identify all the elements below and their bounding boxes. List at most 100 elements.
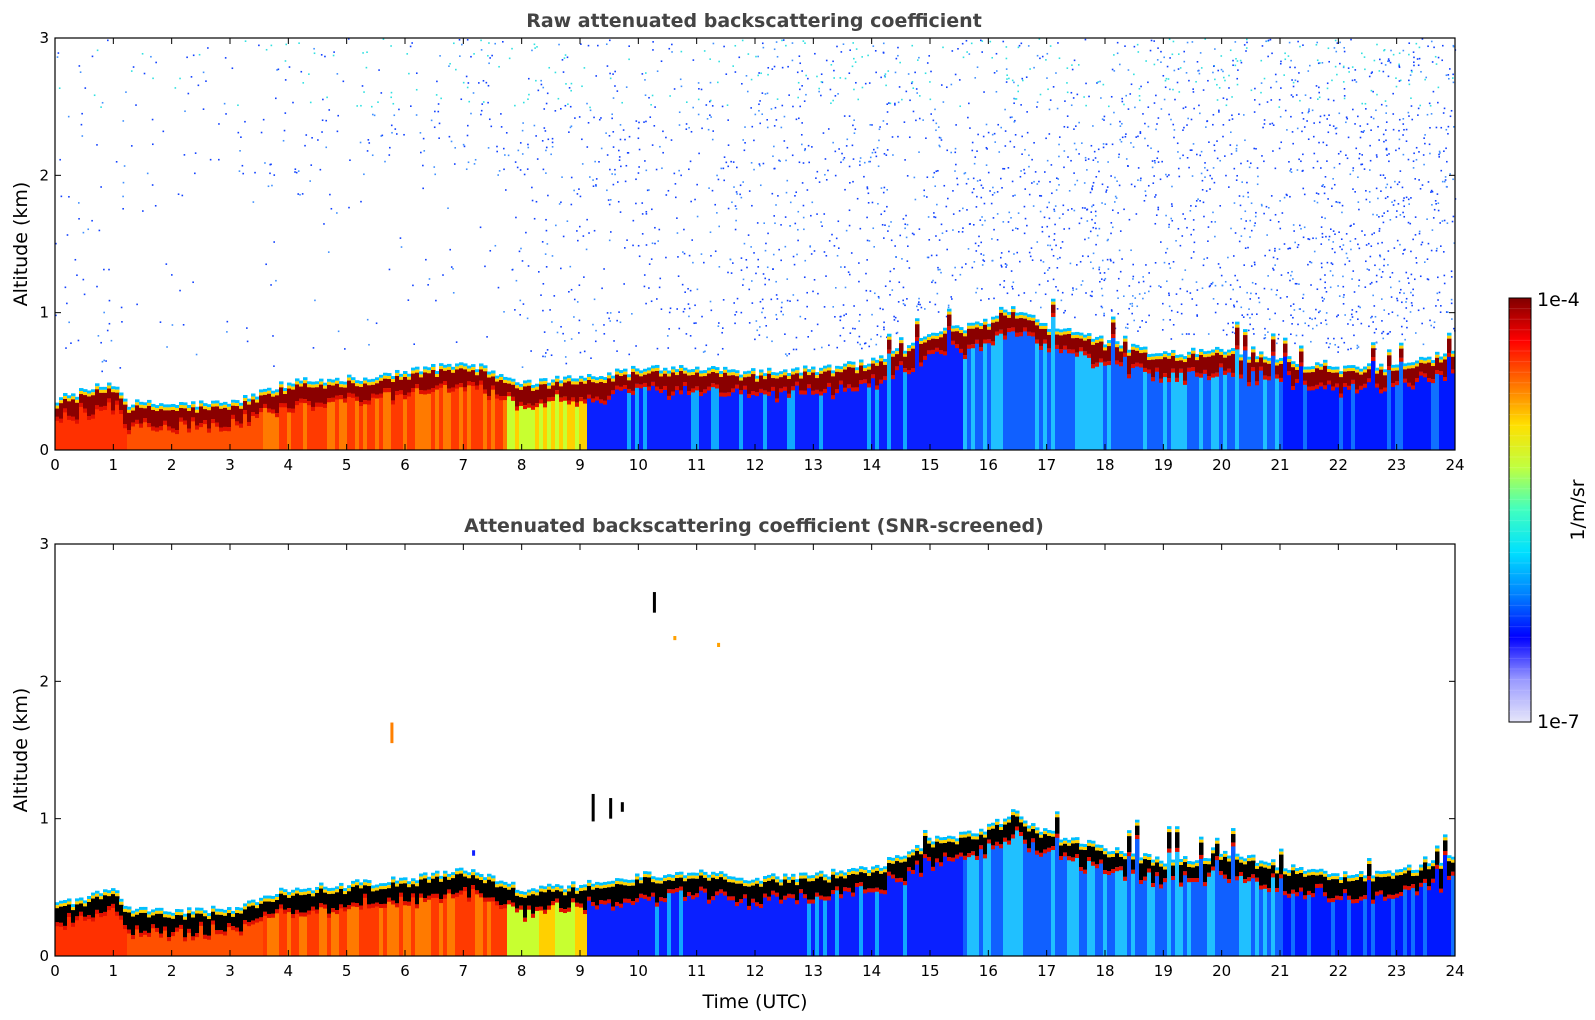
fringe-cell [567, 378, 572, 382]
noise-pixel [1392, 204, 1395, 206]
noise-pixel [1393, 199, 1396, 202]
noise-pixel [184, 110, 186, 113]
noise-pixel [774, 106, 777, 109]
profile-column [947, 308, 952, 450]
noise-pixel [60, 195, 63, 198]
noise-pixel [853, 88, 855, 91]
noise-pixel [314, 299, 316, 302]
profile-column [411, 367, 416, 450]
fringe-cell [435, 373, 440, 377]
fringe-cell [599, 379, 604, 383]
noise-pixel [635, 345, 637, 347]
noise-pixel [950, 296, 953, 298]
noise-pixel [736, 166, 738, 169]
noise-pixel [1374, 348, 1377, 350]
profile-column [623, 368, 628, 450]
profile-column [983, 318, 988, 450]
noise-pixel [1430, 191, 1432, 193]
fringe-cell [1199, 351, 1204, 355]
noise-pixel [1132, 278, 1134, 280]
noise-pixel [435, 94, 438, 96]
noise-pixel [554, 110, 557, 112]
noise-pixel [971, 266, 974, 269]
noise-pixel [839, 315, 842, 318]
noise-pixel [648, 287, 650, 289]
noise-pixel [1421, 241, 1424, 244]
noise-pixel [1206, 169, 1209, 172]
fringe-cell [159, 406, 164, 410]
noise-pixel [391, 131, 393, 134]
noise-pixel [962, 56, 965, 59]
noise-pixel [1190, 118, 1193, 121]
noise-pixel [1204, 38, 1207, 40]
layer-core-edge [699, 392, 704, 397]
noise-pixel [823, 306, 826, 308]
fringe-cell [627, 374, 632, 378]
lower-layer-cell [791, 374, 796, 450]
noise-pixel [1212, 211, 1214, 214]
fringe-cell [1079, 335, 1084, 339]
noise-pixel [165, 263, 168, 265]
noise-pixel [337, 330, 340, 333]
noise-pixel [969, 127, 971, 129]
noise-pixel [1000, 252, 1003, 254]
fringe-cell [699, 370, 704, 374]
noise-pixel [902, 286, 905, 289]
noise-pixel [1415, 257, 1417, 259]
noise-pixel [223, 102, 226, 105]
noise-pixel [821, 225, 823, 227]
layer-core-edge [491, 385, 496, 390]
noise-pixel [843, 266, 846, 268]
noise-pixel [565, 83, 567, 85]
layer-core-cell [147, 405, 152, 424]
noise-pixel [246, 340, 249, 343]
layer-core-cell [515, 388, 520, 407]
noise-pixel [1092, 267, 1094, 270]
noise-pixel [1209, 284, 1212, 287]
noise-pixel [1430, 40, 1433, 43]
layer-core-edge [703, 389, 708, 394]
layer-core-cell [851, 367, 856, 388]
layer-core-cell [963, 336, 968, 356]
fringe-cell [751, 371, 756, 375]
fringe-cell [163, 407, 168, 411]
noise-pixel [740, 311, 743, 314]
noise-pixel [299, 193, 301, 196]
layer-core-cell [279, 387, 284, 404]
layer-core-cell [715, 373, 720, 385]
noise-pixel [656, 70, 659, 73]
noise-pixel [897, 54, 899, 57]
lower-layer-cell [823, 371, 828, 450]
fringe-cell [1163, 351, 1168, 355]
noise-pixel [1071, 208, 1073, 210]
fringe-cell [679, 368, 684, 372]
noise-pixel [1254, 283, 1257, 285]
lower-layer-cell [639, 376, 644, 450]
fringe-cell [687, 372, 692, 376]
noise-pixel [1110, 95, 1113, 98]
noise-pixel [758, 103, 760, 106]
noise-pixel [595, 178, 598, 180]
noise-pixel [74, 258, 77, 261]
noise-pixel [1222, 135, 1224, 138]
noise-pixel [840, 51, 843, 53]
layer-core-edge [215, 422, 220, 427]
noise-pixel [970, 42, 973, 45]
noise-pixel [348, 206, 350, 209]
fringe-cell [327, 381, 332, 385]
fringe-cell [1063, 328, 1068, 332]
noise-pixel [1127, 69, 1130, 71]
layer-core-edge [715, 384, 720, 389]
noise-pixel [628, 135, 631, 138]
noise-pixel [362, 52, 364, 54]
lower-layer-cell [695, 372, 700, 450]
noise-pixel [716, 174, 718, 177]
fringe-cell [607, 372, 612, 376]
layer-core-edge [535, 403, 540, 408]
noise-pixel [926, 62, 929, 64]
layer-core-cell [91, 395, 96, 415]
noise-pixel [264, 162, 266, 164]
fringe-cell [1279, 357, 1284, 361]
lower-layer-cell [919, 343, 924, 450]
noise-pixel [1350, 224, 1352, 227]
